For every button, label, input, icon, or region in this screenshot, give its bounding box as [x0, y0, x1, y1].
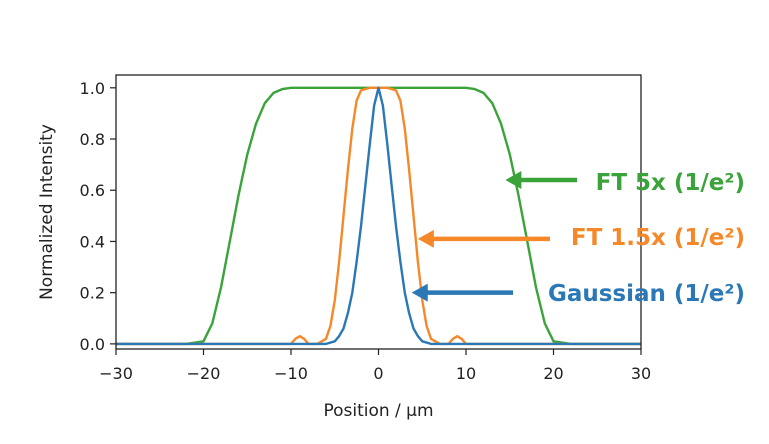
annotations: FT 5x (1/e²) FT 1.5x (1/e²) Gaussian (1/e²…: [411, 170, 745, 307]
annotation-arrow-head: [417, 229, 434, 248]
y-tick-label: 0.8: [80, 130, 105, 149]
y-tick-label: 0.2: [80, 284, 105, 303]
y-axis-label: Normalized Intensity: [37, 124, 57, 300]
y-tick-label: 0.4: [80, 232, 105, 251]
y-axis: 0.0 0.2 0.4 0.6 0.8 1.0: [80, 79, 116, 354]
x-tick-label: 20: [543, 364, 563, 383]
series-line-2: [116, 86, 641, 346]
x-axis-label: Position / µm: [323, 401, 433, 421]
x-tick-label: 30: [631, 364, 651, 383]
x-tick-label: 0: [373, 364, 383, 383]
annotation-label: Gaussian (1/e²): [548, 281, 745, 307]
annotation-arrow-head: [505, 170, 522, 189]
y-tick-label: 0.0: [80, 335, 105, 354]
y-tick-label: 0.6: [80, 181, 105, 200]
y-tick-label: 1.0: [80, 79, 105, 98]
x-axis: −30 −20 −10 0 10 20 30: [99, 349, 651, 383]
x-tick-label: 10: [456, 364, 476, 383]
x-tick-label: −20: [187, 364, 221, 383]
annotation-arrow-head: [411, 283, 428, 302]
annotation-label: FT 5x (1/e²): [596, 170, 745, 196]
x-tick-label: −10: [274, 364, 308, 383]
series-layer: [116, 86, 641, 346]
plot-background: [116, 75, 641, 349]
x-tick-label: −30: [99, 364, 133, 383]
annotation-label: FT 1.5x (1/e²): [571, 225, 745, 251]
